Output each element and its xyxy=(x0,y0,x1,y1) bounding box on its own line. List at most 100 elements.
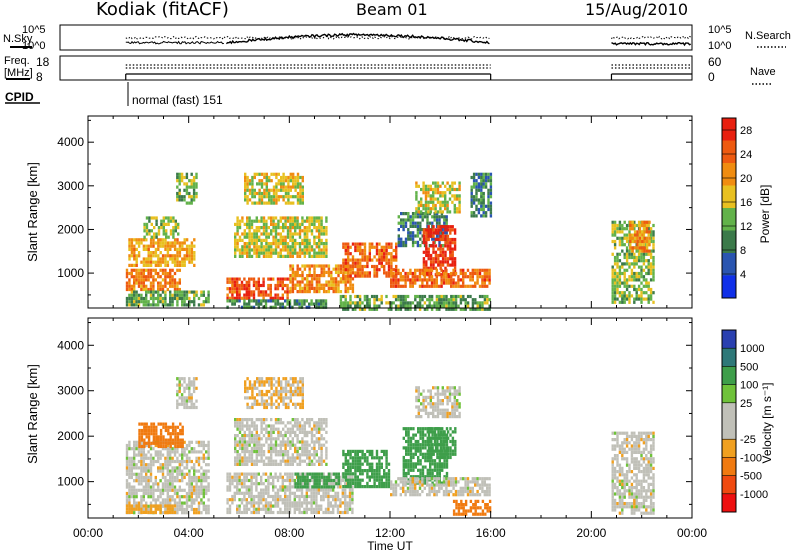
power-cell xyxy=(250,226,254,230)
velocity-cell xyxy=(312,491,316,495)
velocity-cell xyxy=(267,485,270,489)
power-cell xyxy=(308,283,311,287)
power-cell xyxy=(638,249,642,253)
velocity-cell xyxy=(260,478,263,483)
power-cell xyxy=(248,219,251,223)
power-cell xyxy=(645,246,649,250)
power-cell xyxy=(628,284,631,288)
power-cell xyxy=(397,221,400,225)
power-cell xyxy=(435,268,438,272)
velocity-cell xyxy=(267,491,270,495)
velocity-cell xyxy=(154,501,157,505)
power-cell xyxy=(421,304,424,308)
velocity-cell xyxy=(188,488,191,492)
velocity-cell xyxy=(185,405,189,410)
velocity-cell xyxy=(188,380,191,384)
power-cell xyxy=(282,172,285,176)
power-cell xyxy=(152,254,155,258)
power-cell xyxy=(409,224,412,228)
velocity-cell xyxy=(255,418,258,422)
velocity-cell xyxy=(253,459,256,463)
power-cell xyxy=(427,247,430,251)
power-cell xyxy=(652,233,655,237)
power-cell xyxy=(652,291,655,295)
velocity-cell xyxy=(277,437,280,441)
power-cell xyxy=(145,278,148,282)
velocity-cell xyxy=(145,482,148,486)
velocity-cell xyxy=(320,507,323,511)
power-cell xyxy=(174,226,177,230)
power-cell xyxy=(637,297,641,301)
velocity-cell xyxy=(164,488,167,492)
power-cell xyxy=(133,287,136,292)
power-cell xyxy=(313,222,316,226)
power-cell xyxy=(250,238,254,242)
velocity-cell xyxy=(152,491,155,496)
power-cell xyxy=(628,297,631,301)
velocity-cell xyxy=(197,479,201,483)
velocity-cell xyxy=(133,485,136,489)
velocity-cell xyxy=(200,475,203,480)
velocity-cell xyxy=(205,488,208,492)
power-cell xyxy=(303,283,307,287)
power-cell xyxy=(245,290,248,294)
power-cell xyxy=(188,191,191,196)
power-cell xyxy=(310,222,314,226)
power-cell xyxy=(442,301,446,305)
station-title: Kodiak (fitACF) xyxy=(96,0,229,20)
power-cell xyxy=(275,198,278,202)
power-cell xyxy=(477,207,481,212)
power-cell xyxy=(161,300,165,304)
velocity-cell xyxy=(348,491,352,495)
power-cell xyxy=(444,234,447,238)
velocity-cell xyxy=(154,488,157,492)
power-cell xyxy=(135,247,138,251)
velocity-cell xyxy=(128,501,131,505)
velocity-cell xyxy=(320,456,323,460)
velocity-cell xyxy=(282,440,285,444)
power-cell xyxy=(363,274,367,278)
velocity-cell xyxy=(159,488,162,492)
velocity-cell xyxy=(270,383,273,387)
power-cell xyxy=(183,263,186,267)
velocity-cell xyxy=(200,466,203,470)
power-cell xyxy=(154,254,158,258)
power-cell xyxy=(281,296,284,300)
velocity-cell xyxy=(258,380,261,384)
power-cell xyxy=(265,238,268,242)
power-cell xyxy=(183,257,186,261)
power-cell xyxy=(451,241,454,245)
velocity-cell xyxy=(310,488,313,492)
velocity-cell xyxy=(250,434,254,438)
power-cell xyxy=(442,298,446,302)
power-cell xyxy=(148,216,151,220)
velocity-cell xyxy=(260,498,263,502)
power-cell xyxy=(164,268,167,272)
power-cell xyxy=(125,271,129,276)
power-cell xyxy=(430,307,434,311)
power-cell xyxy=(432,263,435,267)
power-cell xyxy=(306,251,309,255)
power-cell xyxy=(422,250,426,254)
power-cell xyxy=(265,175,268,180)
velocity-cell xyxy=(176,402,179,406)
power-cell xyxy=(442,304,446,308)
power-cell xyxy=(277,198,280,202)
power-cell xyxy=(464,307,467,311)
power-cell xyxy=(469,278,472,282)
velocity-cell xyxy=(279,462,282,466)
power-cell xyxy=(248,188,252,192)
power-cell xyxy=(339,301,343,305)
power-cell xyxy=(440,278,443,282)
power-cell xyxy=(433,284,436,288)
power-cell xyxy=(246,235,249,239)
power-cell xyxy=(440,275,443,279)
velocity-cell xyxy=(262,488,265,492)
power-cell xyxy=(202,290,205,294)
power-cell xyxy=(152,244,155,248)
power-cell xyxy=(178,293,181,297)
power-cell xyxy=(613,262,617,266)
velocity-cell xyxy=(231,498,234,502)
power-cell xyxy=(164,278,167,282)
velocity-cell xyxy=(142,475,145,480)
